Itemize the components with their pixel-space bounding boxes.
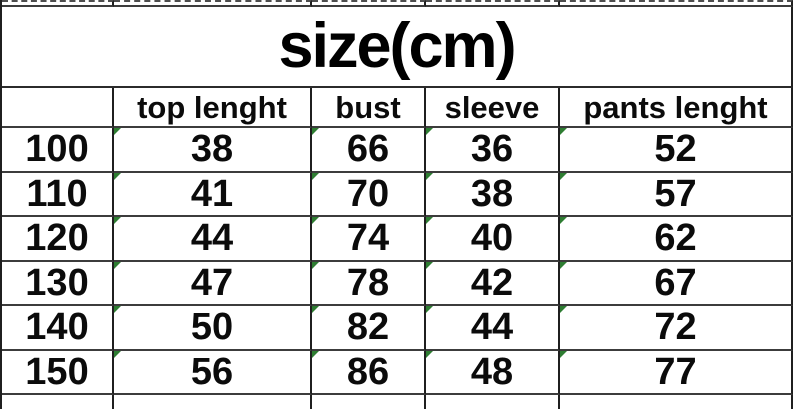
cell-130-size: 130 xyxy=(2,261,114,306)
cell-value: 72 xyxy=(654,306,697,349)
error-indicator-icon xyxy=(560,306,567,313)
header-top-length: top lenght xyxy=(114,88,312,128)
error-indicator-icon xyxy=(114,217,121,224)
error-indicator-icon xyxy=(426,261,433,269)
error-indicator-icon xyxy=(312,172,319,180)
cell-value: 50 xyxy=(190,306,234,349)
cell-140-bust: 82 xyxy=(312,306,426,351)
cell-value: 38 xyxy=(470,172,514,215)
cell-value: 86 xyxy=(346,350,390,393)
error-indicator-icon xyxy=(560,172,567,180)
cell-150-sleeve: 48 xyxy=(426,350,560,395)
cell-140-size: 140 xyxy=(2,306,114,351)
cell-value: 40 xyxy=(470,217,514,260)
cell-value: 74 xyxy=(346,217,390,260)
error-indicator-icon xyxy=(560,128,567,135)
cell-100-top-length: 38 xyxy=(114,128,312,173)
error-indicator-icon xyxy=(560,350,567,358)
cell-150-size: 150 xyxy=(2,350,114,395)
cell-150-pants-length: 77 xyxy=(560,350,793,395)
cell-value: 77 xyxy=(654,350,697,393)
cell-value: 44 xyxy=(190,217,234,260)
error-indicator-icon xyxy=(426,306,433,313)
grid-stub-cell xyxy=(114,395,312,409)
cell-110-sleeve: 38 xyxy=(426,172,560,217)
table-title: size(cm) xyxy=(2,7,793,88)
cell-value: 38 xyxy=(190,128,234,171)
cell-value: 70 xyxy=(346,172,390,215)
grid-stub-cell xyxy=(2,0,114,7)
cell-value: 66 xyxy=(346,128,390,171)
cell-value: 42 xyxy=(470,261,514,304)
error-indicator-icon xyxy=(114,261,121,269)
cell-120-pants-length: 62 xyxy=(560,217,793,262)
error-indicator-icon xyxy=(426,217,433,224)
cell-value: 82 xyxy=(346,306,390,349)
error-indicator-icon xyxy=(312,261,319,269)
cell-value: 78 xyxy=(346,261,390,304)
cell-value: 52 xyxy=(654,128,697,171)
cell-130-sleeve: 42 xyxy=(426,261,560,306)
cell-100-size: 100 xyxy=(2,128,114,173)
error-indicator-icon xyxy=(114,350,121,358)
error-indicator-icon xyxy=(114,306,121,313)
error-indicator-icon xyxy=(312,306,319,313)
cell-140-sleeve: 44 xyxy=(426,306,560,351)
error-indicator-icon xyxy=(560,261,567,269)
error-indicator-icon xyxy=(426,172,433,180)
error-indicator-icon xyxy=(114,128,121,135)
grid-stub-cell xyxy=(312,0,426,7)
cell-150-bust: 86 xyxy=(312,350,426,395)
cell-130-bust: 78 xyxy=(312,261,426,306)
header-sleeve: sleeve xyxy=(426,88,560,128)
cell-140-top-length: 50 xyxy=(114,306,312,351)
cell-value: 44 xyxy=(470,306,514,349)
cell-value: 47 xyxy=(190,261,234,304)
header-bust: bust xyxy=(312,88,426,128)
grid-stub-cell xyxy=(312,395,426,409)
cell-130-top-length: 47 xyxy=(114,261,312,306)
cell-value: 57 xyxy=(654,172,697,215)
grid-stub-cell xyxy=(426,0,560,7)
error-indicator-icon xyxy=(426,350,433,358)
cell-120-top-length: 44 xyxy=(114,217,312,262)
header-pants-length: pants lenght xyxy=(560,88,793,128)
error-indicator-icon xyxy=(312,217,319,224)
cell-value: 67 xyxy=(654,261,697,304)
table-title-text: size(cm) xyxy=(278,11,516,81)
cell-value: 48 xyxy=(470,350,514,393)
cell-100-sleeve: 36 xyxy=(426,128,560,173)
grid-stub-cell xyxy=(560,395,793,409)
grid-stub-cell xyxy=(114,0,312,7)
error-indicator-icon xyxy=(560,217,567,224)
error-indicator-icon xyxy=(426,128,433,135)
grid-stub-cell xyxy=(2,395,114,409)
grid-stub-cell xyxy=(560,0,793,7)
cell-110-top-length: 41 xyxy=(114,172,312,217)
cell-value: 56 xyxy=(190,350,234,393)
cell-110-pants-length: 57 xyxy=(560,172,793,217)
cell-value: 41 xyxy=(190,172,234,215)
cell-100-bust: 66 xyxy=(312,128,426,173)
cell-100-pants-length: 52 xyxy=(560,128,793,173)
cell-value: 36 xyxy=(470,128,514,171)
cell-150-top-length: 56 xyxy=(114,350,312,395)
error-indicator-icon xyxy=(114,172,121,180)
cell-140-pants-length: 72 xyxy=(560,306,793,351)
cell-120-size: 120 xyxy=(2,217,114,262)
cell-120-sleeve: 40 xyxy=(426,217,560,262)
grid-stub-cell xyxy=(426,395,560,409)
cell-110-bust: 70 xyxy=(312,172,426,217)
cell-120-bust: 74 xyxy=(312,217,426,262)
header-size xyxy=(2,88,114,128)
cell-130-pants-length: 67 xyxy=(560,261,793,306)
error-indicator-icon xyxy=(312,128,319,135)
error-indicator-icon xyxy=(312,350,319,358)
cell-value: 62 xyxy=(654,217,697,260)
cell-110-size: 110 xyxy=(2,172,114,217)
